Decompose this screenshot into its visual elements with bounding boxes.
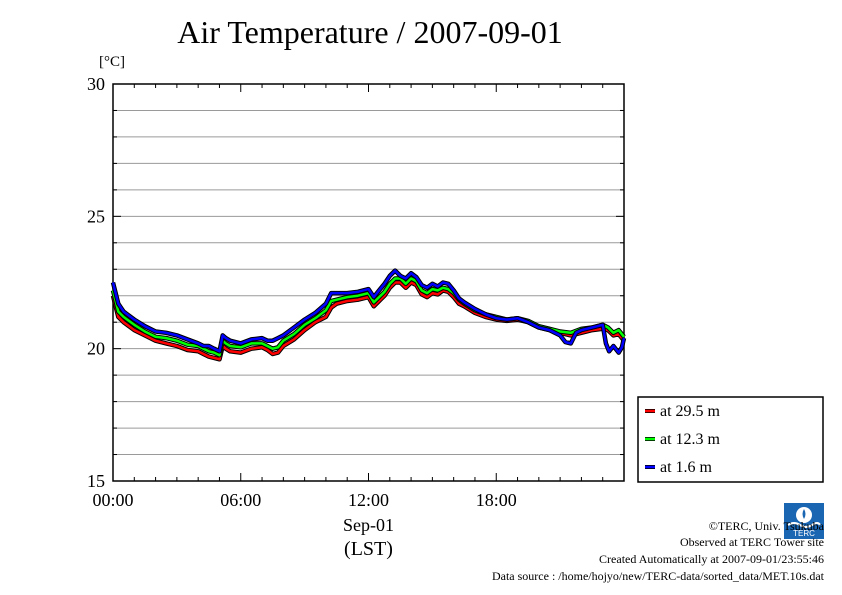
x-tick-label: 18:00	[476, 490, 517, 510]
legend-box	[637, 396, 824, 483]
x-date-label: Sep-01	[343, 515, 394, 535]
x-tick-label: 12:00	[348, 490, 389, 510]
series-3	[110, 268, 627, 355]
x-tick-label: 00:00	[92, 490, 133, 510]
y-tick-label: 25	[87, 206, 105, 226]
y-tick-label: 20	[87, 339, 105, 359]
footer-source: Data source : /home/hojyo/new/TERC-data/…	[491, 569, 824, 583]
y-axis-unit: [°C]	[99, 54, 125, 70]
x-tick-label: 06:00	[220, 490, 261, 510]
terc-logo: TERC	[784, 503, 824, 539]
legend-label: at 12.3 m	[660, 431, 721, 448]
series-line	[111, 269, 626, 354]
footer-copyright: ©TERC, Univ. Tsukuba	[708, 519, 824, 533]
svg-text:TERC: TERC	[793, 529, 815, 538]
chart-title: Air Temperature / 2007-09-01	[177, 14, 563, 50]
footer-created: Created Automatically at 2007-09-01/23:5…	[599, 552, 824, 566]
plot-frame	[112, 83, 625, 482]
footer-observed: Observed at TERC Tower site	[679, 535, 824, 549]
y-tick-label: 15	[87, 471, 105, 491]
legend-label: at 1.6 m	[660, 459, 713, 476]
x-zone-label: (LST)	[344, 538, 393, 560]
legend-item: at 12.3 m	[645, 431, 721, 448]
legend-label: at 29.5 m	[660, 403, 721, 420]
legend-item: at 1.6 m	[645, 459, 713, 476]
legend-item: at 29.5 m	[645, 403, 721, 420]
y-tick-label: 30	[87, 74, 105, 94]
